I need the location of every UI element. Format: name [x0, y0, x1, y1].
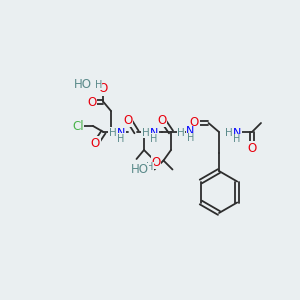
Text: H: H	[225, 128, 232, 138]
Text: Cl: Cl	[72, 119, 84, 133]
Text: H: H	[95, 80, 102, 90]
Text: N: N	[150, 128, 158, 138]
Text: O: O	[190, 116, 199, 130]
Text: H: H	[150, 134, 158, 144]
Text: N: N	[117, 128, 125, 138]
Text: H: H	[109, 128, 116, 138]
Text: O: O	[124, 113, 133, 127]
Text: O: O	[91, 137, 100, 150]
Text: O: O	[87, 95, 96, 109]
Text: H: H	[177, 128, 185, 138]
Text: HO: HO	[74, 78, 92, 91]
Text: N: N	[233, 128, 241, 138]
Text: H: H	[146, 162, 154, 172]
Text: O: O	[99, 82, 108, 95]
Text: O: O	[152, 155, 160, 169]
Text: O: O	[248, 142, 256, 155]
Text: H: H	[142, 128, 149, 138]
Text: H: H	[187, 133, 194, 143]
Text: H: H	[233, 134, 241, 145]
Text: N: N	[186, 126, 195, 136]
Text: H: H	[117, 134, 124, 144]
Text: HO: HO	[130, 163, 148, 176]
Text: O: O	[158, 113, 166, 127]
